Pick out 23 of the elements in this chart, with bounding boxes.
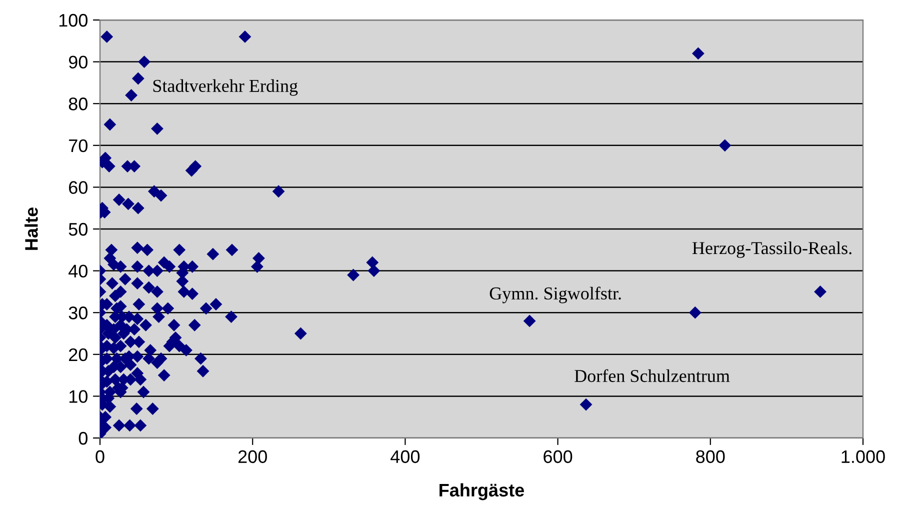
y-tick-label: 0 xyxy=(78,432,88,445)
x-tick-label: 400 xyxy=(390,450,420,464)
y-tick-label: 90 xyxy=(68,56,88,69)
y-tick-label: 80 xyxy=(68,98,88,110)
y-tick-label: 100 xyxy=(59,14,88,27)
y-tick-label: 30 xyxy=(68,306,88,320)
y-tick-label: 70 xyxy=(69,139,88,152)
y-tick-label: 50 xyxy=(68,222,88,236)
y-axis-title: Halte xyxy=(24,208,38,250)
y-tick-label: 40 xyxy=(68,264,88,278)
annotation: Stadtverkehr Erding xyxy=(153,79,298,96)
annotation: Herzog-Tassilo-Reals. xyxy=(692,241,852,258)
y-tick-label: 10 xyxy=(69,390,88,403)
x-tick-label: 200 xyxy=(238,450,267,464)
x-tick-label: 600 xyxy=(544,450,572,464)
x-tick-label: 0 xyxy=(96,450,104,464)
x-tick-label: 800 xyxy=(696,450,725,464)
annotation: Gymn. Sigwolfstr. xyxy=(490,286,621,304)
y-tick-label: 20 xyxy=(69,348,88,362)
x-axis-title: Fahrgäste xyxy=(440,483,524,500)
x-tick-label: 1.000 xyxy=(842,450,885,464)
y-tick-label: 60 xyxy=(69,181,88,194)
annotation: Dorfen Schulzentrum xyxy=(574,369,730,382)
